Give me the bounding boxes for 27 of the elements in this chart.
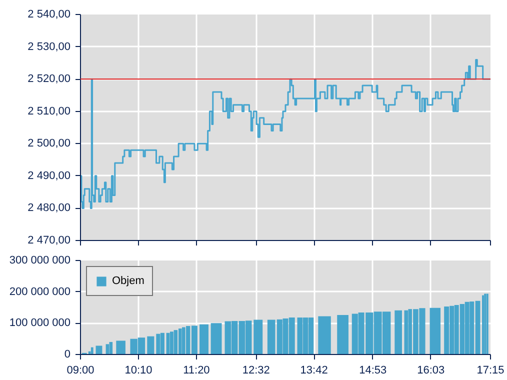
- x-tick-label: 14:53: [359, 364, 387, 376]
- y-tick-label: 200 000 000: [9, 286, 70, 298]
- y-tick-label: 2 530,00: [28, 40, 71, 53]
- x-tick-label: 16:03: [417, 364, 445, 376]
- y-tick-label: 2 540,00: [28, 8, 71, 20]
- x-tick-label: 13:42: [300, 364, 328, 376]
- x-tick-label: 09:00: [66, 364, 94, 376]
- x-tick-label: 17:15: [476, 364, 504, 376]
- bar: [174, 330, 178, 354]
- y-tick-label: 2 490,00: [28, 170, 71, 182]
- y-tick-label: 2 470,00: [28, 234, 71, 246]
- y-tick-label: 300 000 000: [9, 254, 70, 266]
- x-tick-label: 11:20: [183, 364, 210, 376]
- bar: [147, 336, 154, 354]
- bar: [156, 334, 160, 354]
- legend-label: Objem: [112, 275, 144, 287]
- y-tick-label: 2 520,00: [28, 73, 71, 86]
- y-tick-label: 2 500,00: [28, 138, 71, 150]
- x-tick-label: 10:10: [124, 364, 152, 376]
- y-tick-label: 100 000 000: [9, 317, 70, 330]
- y-tick-label: 2 510,00: [28, 105, 71, 118]
- y-tick-label: 0: [64, 348, 71, 360]
- bar: [394, 310, 402, 354]
- y-tick-label: 2 480,00: [28, 202, 71, 214]
- bar: [96, 346, 102, 354]
- x-tick-label: 12:32: [242, 364, 270, 376]
- bar: [160, 332, 164, 354]
